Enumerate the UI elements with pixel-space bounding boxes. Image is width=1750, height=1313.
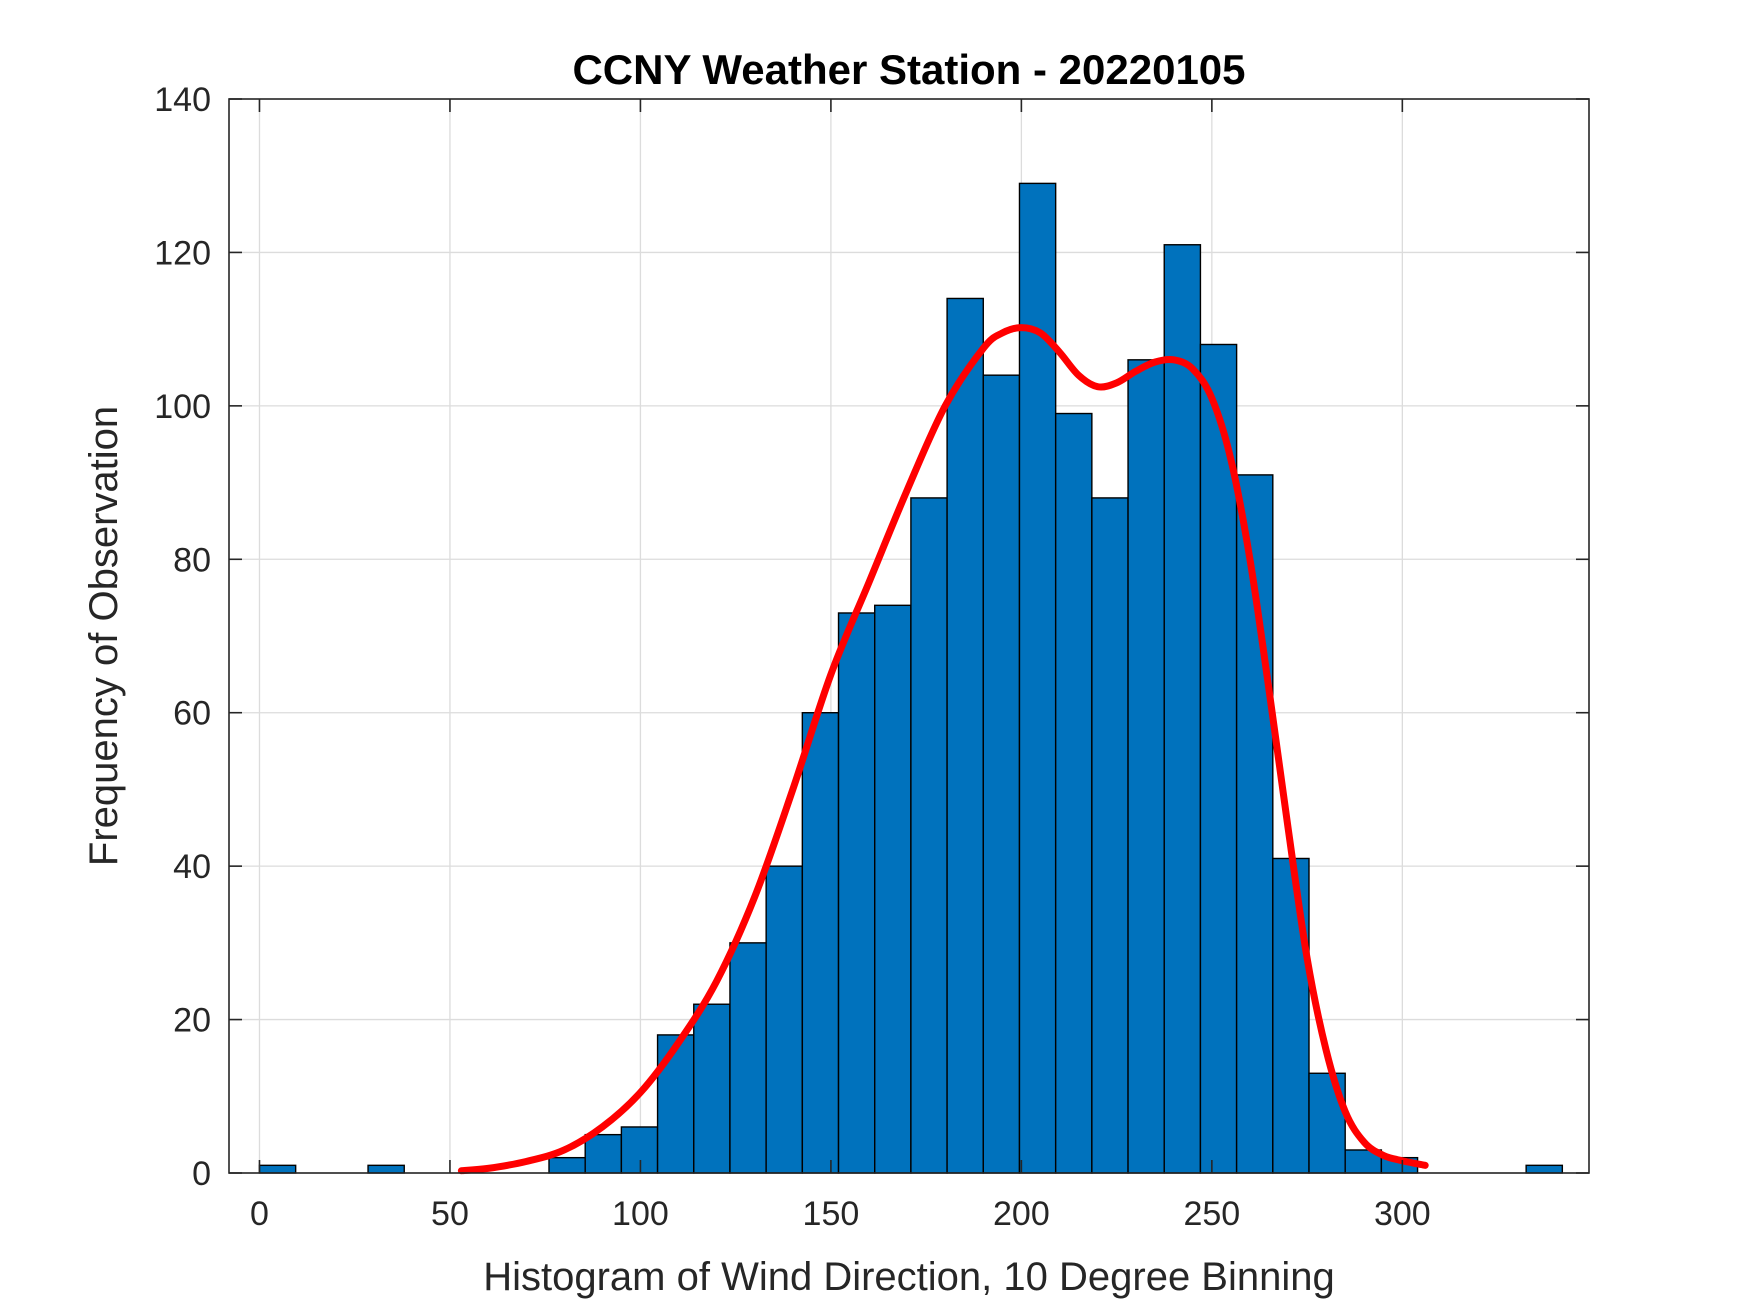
histogram-bar — [946, 297, 984, 1174]
axes-box — [228, 98, 1590, 1174]
y-tick-label: 80 — [173, 541, 211, 579]
histogram-bar — [1163, 244, 1202, 1174]
y-tick-label: 120 — [154, 234, 211, 272]
histogram-bar — [801, 712, 840, 1174]
fit-curve-layer — [457, 324, 1429, 1175]
histogram-bar — [765, 865, 804, 1174]
y-tick-label: 60 — [173, 695, 211, 733]
histogram-bar — [910, 497, 948, 1174]
histogram-bar — [584, 1133, 623, 1174]
histogram-bar — [258, 1164, 297, 1174]
histogram-bar — [656, 1034, 695, 1174]
x-tick-label: 0 — [250, 1195, 269, 1233]
histogram-bar — [1127, 359, 1165, 1174]
y-tick-labels: 0 20 40 60 80 100 120 140 — [154, 81, 211, 1193]
y-axis-label: Frequency of Observation — [82, 406, 126, 866]
histogram-bar — [729, 942, 767, 1174]
histogram-bar — [367, 1164, 405, 1174]
fit-curve-line — [457, 324, 1429, 1175]
histogram-bar — [620, 1126, 659, 1174]
y-tick-label: 100 — [154, 388, 211, 426]
histogram-bar — [1091, 497, 1129, 1174]
histogram-bar — [982, 374, 1021, 1174]
x-axis-label: Histogram of Wind Direction, 10 Degree B… — [483, 1255, 1335, 1299]
x-tick-label: 50 — [431, 1195, 469, 1233]
y-tick-label: 140 — [154, 81, 211, 119]
histogram-bar — [874, 604, 912, 1174]
histogram-bar — [548, 1156, 586, 1174]
histogram-bar — [837, 612, 876, 1174]
chart-title: CCNY Weather Station - 20220105 — [572, 46, 1245, 93]
x-tick-label: 150 — [803, 1195, 860, 1233]
y-tick-label: 20 — [173, 1002, 211, 1040]
x-tick-label: 200 — [993, 1195, 1050, 1233]
histogram-bar — [1272, 857, 1310, 1174]
histogram-bars — [258, 182, 1564, 1174]
histogram-bar — [693, 1003, 731, 1174]
x-tick-labels: 0 50 100 150 200 250 300 — [250, 1195, 1431, 1233]
histogram-bar — [1054, 412, 1093, 1174]
y-tick-label: 40 — [173, 848, 211, 886]
histogram-bar — [1525, 1164, 1564, 1174]
x-tick-label: 300 — [1374, 1195, 1431, 1233]
x-tick-label: 250 — [1183, 1195, 1240, 1233]
axis-ticks — [229, 98, 1589, 1174]
histogram-bar — [1018, 182, 1057, 1174]
y-tick-label: 0 — [192, 1155, 211, 1193]
x-tick-label: 100 — [612, 1195, 669, 1233]
